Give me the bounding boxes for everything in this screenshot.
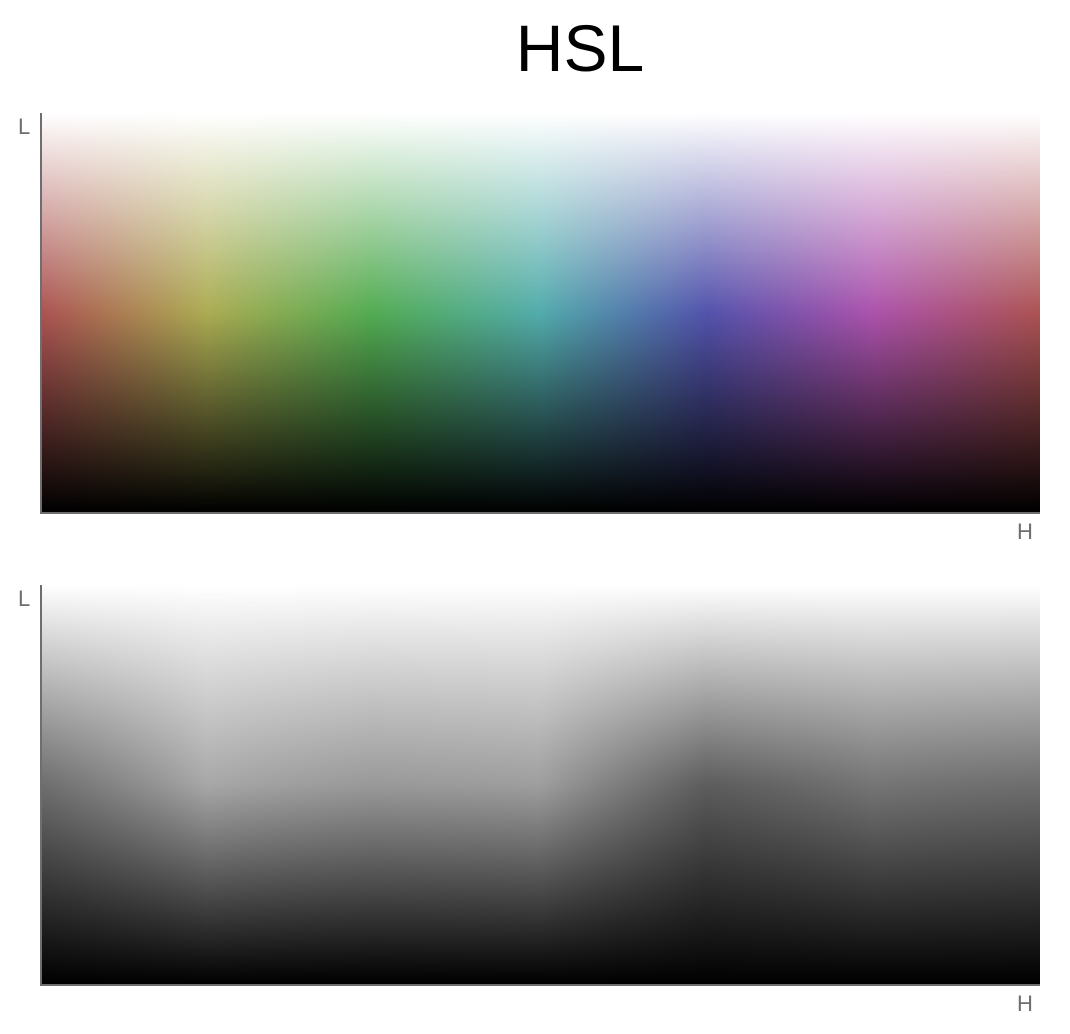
x-axis-label: H: [1017, 991, 1033, 1016]
y-axis-line: [40, 113, 42, 514]
hsl-luminance-panel: L H: [0, 572, 1070, 1032]
chart-title: HSL: [515, 11, 645, 85]
y-axis-label: L: [18, 114, 31, 139]
x-axis-line: [40, 984, 1040, 986]
x-axis-line: [40, 512, 1040, 514]
grayscale-heatmap-area: [40, 585, 1040, 985]
hsl-color-panel: L H: [0, 100, 1070, 560]
x-axis-label: H: [1017, 519, 1033, 544]
grayscale-heatmap: [40, 585, 1040, 985]
y-axis-line: [40, 585, 42, 986]
y-axis-label: L: [18, 586, 31, 611]
color-heatmap-area: [40, 113, 1040, 513]
color-heatmap: [40, 113, 1040, 513]
